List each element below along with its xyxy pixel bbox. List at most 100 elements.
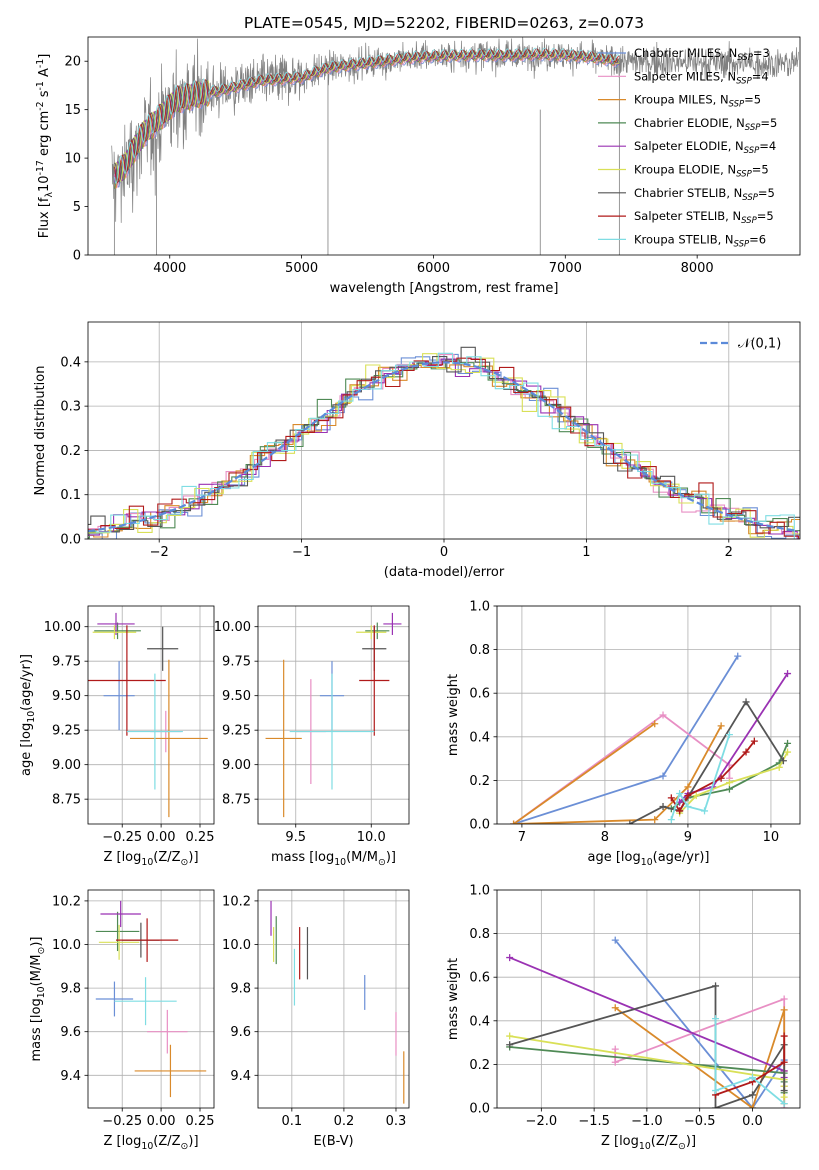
weight-vs-Z-y-tick-label: 0.8 xyxy=(469,927,490,942)
residuals-y-axis-label: Normed distribution xyxy=(33,366,48,496)
residuals-x-tick-label: 0 xyxy=(440,545,448,560)
age-vs-mass-frame xyxy=(257,605,410,825)
weight-marker xyxy=(780,1093,788,1101)
model-line-kroupa-stelib xyxy=(113,47,620,185)
weight-marker xyxy=(659,772,667,780)
spectrum-panel: 4000 5000 6000 7000 8000 0 5 10 15 20 wavelength [… xyxy=(35,14,801,296)
age-vs-Z-y-tick-label: 9.50 xyxy=(52,689,81,704)
weight-vs-Z-frame xyxy=(496,889,801,1109)
spectrum-x-tick-label: 7000 xyxy=(549,261,582,276)
weight-line-salpeter-stelib xyxy=(715,1036,786,1096)
weight-marker xyxy=(725,779,733,787)
weight-vs-Z-x-tick-label: 0.0 xyxy=(742,1114,763,1129)
age-vs-Z-x-axis-label: Z [log10(Z/Z⊙)] xyxy=(103,850,198,868)
mass-vs-ebv-x-tick-label: 0.2 xyxy=(334,1114,355,1129)
weight-marker xyxy=(748,1104,756,1108)
weight-vs-Z-y-tick-label: 1.0 xyxy=(469,884,490,899)
mass-vs-ebv-y-tick-label: 9.4 xyxy=(230,1069,251,1084)
chart-title: PLATE=0545, MJD=52202, FIBERID=0263, z=0… xyxy=(244,14,644,32)
weight-marker xyxy=(701,807,709,815)
weight-marker xyxy=(780,1006,788,1014)
age-vs-Z-x-tick-label: 0.25 xyxy=(186,830,215,845)
mass-vs-ebv-x-axis-label: E(B-V) xyxy=(313,1134,353,1149)
histogram-salpeter-stelib xyxy=(88,357,800,539)
age-vs-mass-panel: 9.5 10.0 8.75 9.00 9.25 9.50 9.75 10.00 mass [lo… xyxy=(214,605,410,868)
mass-vs-Z-x-tick-label: 0.25 xyxy=(186,1114,215,1129)
mass-vs-Z-frame xyxy=(87,889,215,1109)
mass-vs-Z-x-tick-label: 0.00 xyxy=(147,1114,176,1129)
legend-label: Salpeter ELODIE, NSSP=4 xyxy=(634,139,776,156)
weight-vs-Z-y-tick-label: 0.4 xyxy=(469,1014,490,1029)
residuals-x-axis-label: (data-model)/error xyxy=(384,565,505,580)
mass-vs-ebv-x-tick-label: 0.3 xyxy=(386,1114,407,1129)
spectrum-y-tick-label: 5 xyxy=(73,200,81,215)
residuals-y-tick-label: 0.4 xyxy=(60,355,81,370)
spectrum-y-tick-label: 0 xyxy=(73,249,81,264)
age-vs-Z-y-tick-label: 9.25 xyxy=(52,724,81,739)
spectrum-y-tick-label: 15 xyxy=(64,103,81,118)
legend-label: Kroupa ELODIE, NSSP=5 xyxy=(634,163,769,180)
weight-line-chabrier-miles xyxy=(614,939,785,1108)
weight-vs-Z-panel: −2.0 −1.5 −1.0 −0.5 0.0 0.0 0.2 0.4 0.6 0.8 1.0 Z [… xyxy=(446,884,801,1152)
legend-label: Kroupa MILES, NSSP=5 xyxy=(634,93,761,110)
weight-marker xyxy=(780,1100,788,1108)
spectrum-x-axis-label: wavelength [Angstrom, rest frame] xyxy=(330,281,559,296)
weight-marker xyxy=(692,792,700,800)
residuals-y-tick-label: 0.0 xyxy=(60,533,81,548)
weight-marker xyxy=(780,1032,788,1040)
spectrum-x-tick-label: 8000 xyxy=(681,261,714,276)
mass-vs-ebv-y-tick-label: 9.6 xyxy=(230,1025,251,1040)
weight-vs-age-y-tick-label: 0.6 xyxy=(469,687,490,702)
residuals-y-tick-label: 0.2 xyxy=(60,444,81,459)
weight-marker xyxy=(611,936,619,944)
weight-marker xyxy=(725,731,733,739)
weight-marker xyxy=(748,1091,756,1099)
weight-vs-Z-y-axis-label: mass weight xyxy=(446,958,461,1040)
weight-marker xyxy=(684,783,692,791)
weight-marker xyxy=(684,792,692,800)
weight-marker xyxy=(611,1058,619,1066)
weight-marker xyxy=(651,720,659,728)
spectrum-y-axis-label: Flux [fλ10-17 erg cm-2 s-1 A-1] xyxy=(35,54,55,239)
spectrum-y-tick-label: 20 xyxy=(64,55,81,70)
weight-marker xyxy=(506,1032,514,1040)
age-vs-Z-y-tick-label: 10.00 xyxy=(44,620,81,635)
legend-label: 𝒩(0,1) xyxy=(738,337,781,352)
mass-vs-Z-y-tick-label: 10.2 xyxy=(52,894,81,909)
weight-line-salpeter-miles xyxy=(513,713,731,824)
weight-line-kroupa-stelib xyxy=(714,1018,785,1105)
weight-line-salpeter-elodie xyxy=(678,673,789,803)
age-vs-mass-y-tick-label: 9.50 xyxy=(222,689,251,704)
mass-vs-Z-y-tick-label: 9.4 xyxy=(60,1069,81,1084)
weight-marker xyxy=(712,1087,720,1095)
weight-vs-Z-x-tick-label: −1.5 xyxy=(578,1114,610,1129)
weight-marker xyxy=(780,995,788,1003)
mass-vs-Z-plot-area xyxy=(95,900,207,1098)
residuals-x-tick-label: 2 xyxy=(725,545,733,560)
weight-marker xyxy=(742,748,750,756)
age-vs-Z-x-tick-label: 0.00 xyxy=(147,830,176,845)
histogram-kroupa-elodie xyxy=(88,353,800,538)
weight-marker xyxy=(611,1045,619,1053)
legend-label: Salpeter MILES, NSSP=4 xyxy=(634,69,769,86)
weight-marker xyxy=(750,737,758,745)
spectrum-x-tick-label: 4000 xyxy=(153,261,186,276)
mass-vs-ebv-y-tick-label: 9.8 xyxy=(230,982,251,997)
age-vs-Z-plot-area xyxy=(88,612,208,818)
weight-marker xyxy=(506,1041,514,1049)
residuals-y-tick-label: 0.1 xyxy=(60,488,81,503)
weight-vs-age-x-tick-label: 7 xyxy=(518,830,526,845)
gaussian-curve xyxy=(88,361,798,533)
age-vs-mass-y-tick-label: 10.00 xyxy=(214,620,251,635)
weight-marker xyxy=(611,1004,619,1012)
age-vs-mass-y-tick-label: 9.00 xyxy=(222,758,251,773)
histogram-kroupa-stelib xyxy=(88,352,800,539)
age-vs-Z-y-axis-label: age [log10(age/yr)] xyxy=(19,654,37,776)
residuals-y-tick-label: 0.3 xyxy=(60,400,81,415)
age-vs-mass-plot-area xyxy=(265,612,402,818)
spectrum-y-tick-label: 10 xyxy=(64,152,81,167)
mass-vs-Z-x-tick-label: −0.25 xyxy=(102,1114,142,1129)
mass-vs-Z-y-tick-label: 9.6 xyxy=(60,1025,81,1040)
weight-marker xyxy=(651,816,659,824)
weight-vs-age-y-tick-label: 0.0 xyxy=(469,818,490,833)
